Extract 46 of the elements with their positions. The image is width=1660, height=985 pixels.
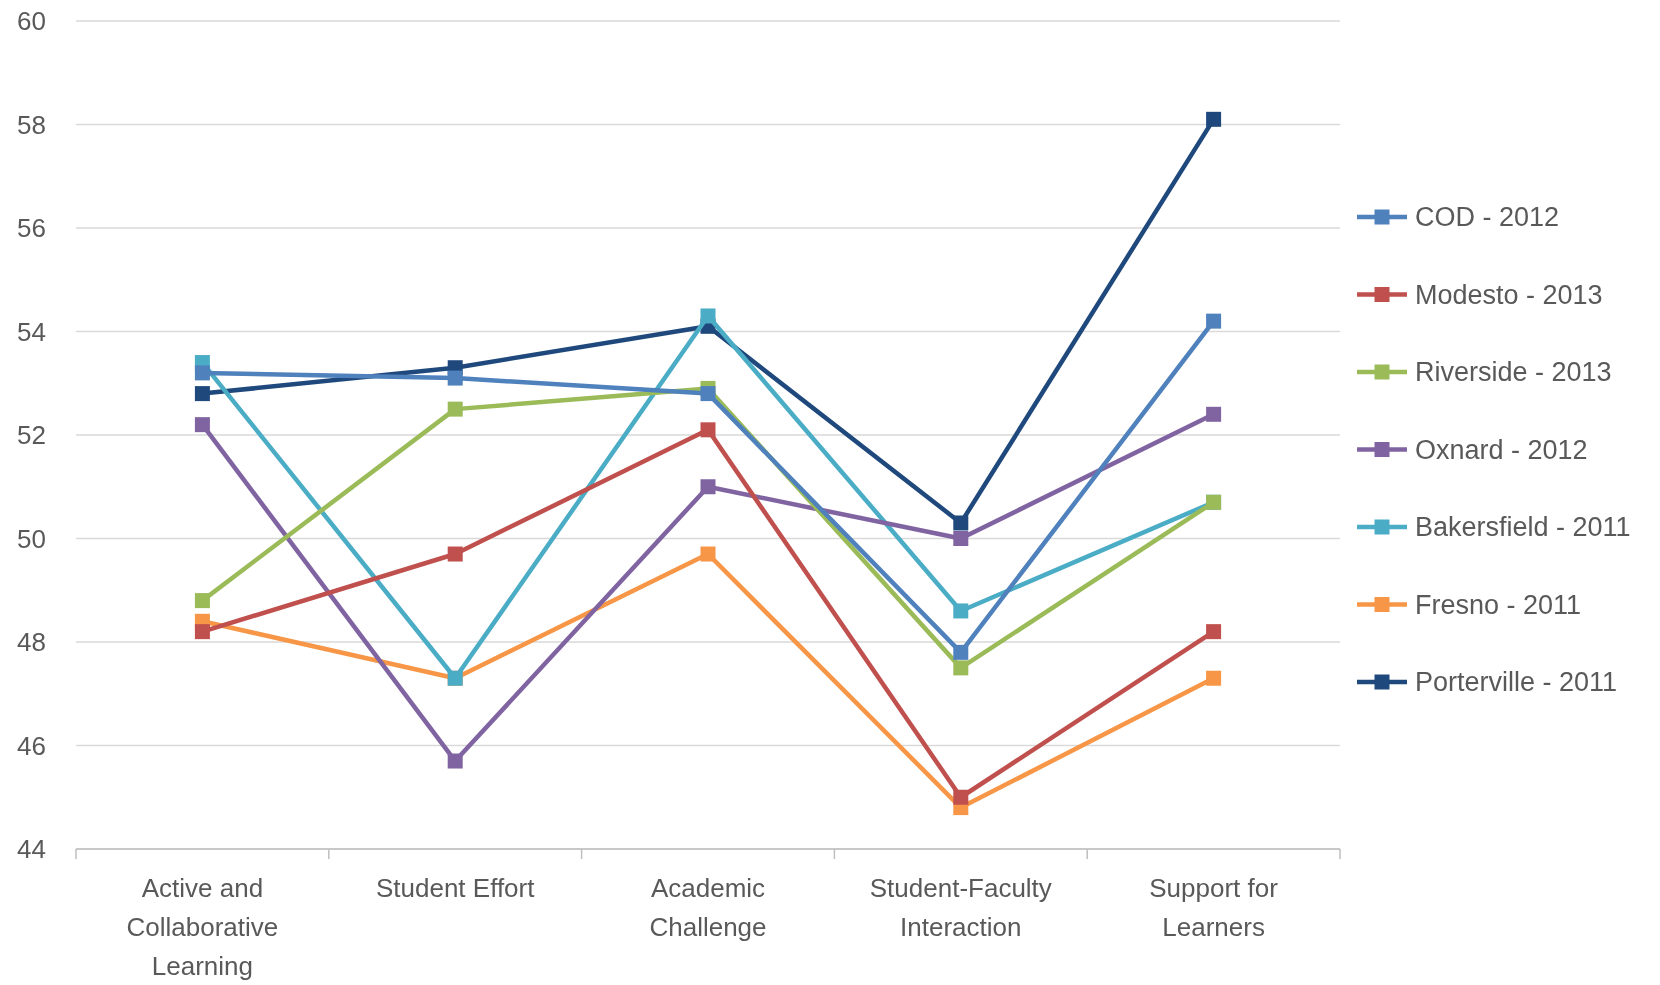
legend-label: Porterville - 2011 bbox=[1415, 667, 1618, 698]
legend-label: Oxnard - 2012 bbox=[1415, 434, 1588, 465]
legend-label: Riverside - 2013 bbox=[1415, 357, 1612, 388]
point bbox=[1206, 313, 1222, 329]
y-tick-label: 46 bbox=[17, 730, 46, 761]
legend-label: Modesto - 2013 bbox=[1415, 279, 1603, 310]
point bbox=[1206, 406, 1222, 422]
x-tick-label: Active and Collaborative Learning bbox=[126, 873, 279, 981]
point bbox=[700, 479, 716, 495]
point bbox=[700, 546, 716, 562]
point bbox=[194, 365, 210, 381]
point bbox=[700, 422, 716, 438]
y-tick-label: 54 bbox=[17, 316, 46, 347]
point bbox=[953, 603, 969, 619]
point bbox=[194, 417, 210, 433]
legend-label: Bakersfield - 2011 bbox=[1415, 512, 1631, 543]
point bbox=[953, 531, 969, 546]
point bbox=[447, 370, 463, 386]
point bbox=[700, 308, 716, 324]
point bbox=[700, 386, 716, 402]
point bbox=[194, 386, 210, 402]
point bbox=[1206, 670, 1222, 686]
y-tick-label: 52 bbox=[17, 420, 46, 451]
point bbox=[447, 401, 463, 417]
point bbox=[953, 644, 969, 660]
legend-label: Fresno - 2011 bbox=[1415, 589, 1582, 620]
x-tick-label: Student-Faculty Interaction bbox=[869, 873, 1052, 942]
y-tick-label: 48 bbox=[17, 627, 46, 658]
y-tick-label: 60 bbox=[17, 6, 46, 37]
y-tick-label: 58 bbox=[17, 109, 46, 140]
legend-label: COD - 2012 bbox=[1415, 202, 1560, 233]
y-tick-label: 50 bbox=[17, 523, 46, 554]
x-tick-label: Academic Challenge bbox=[649, 873, 767, 942]
point bbox=[447, 753, 463, 769]
x-tick-label: Student Effort bbox=[375, 873, 536, 903]
x-tick-label: Support for Learners bbox=[1149, 873, 1279, 942]
y-tick-label: 56 bbox=[17, 213, 46, 244]
point bbox=[953, 515, 969, 531]
point bbox=[953, 789, 969, 805]
point bbox=[194, 624, 210, 640]
point bbox=[447, 546, 463, 562]
point bbox=[1206, 111, 1222, 127]
point bbox=[194, 593, 210, 609]
y-tick-label: 44 bbox=[17, 834, 46, 865]
point bbox=[953, 660, 969, 676]
point bbox=[1206, 624, 1222, 640]
